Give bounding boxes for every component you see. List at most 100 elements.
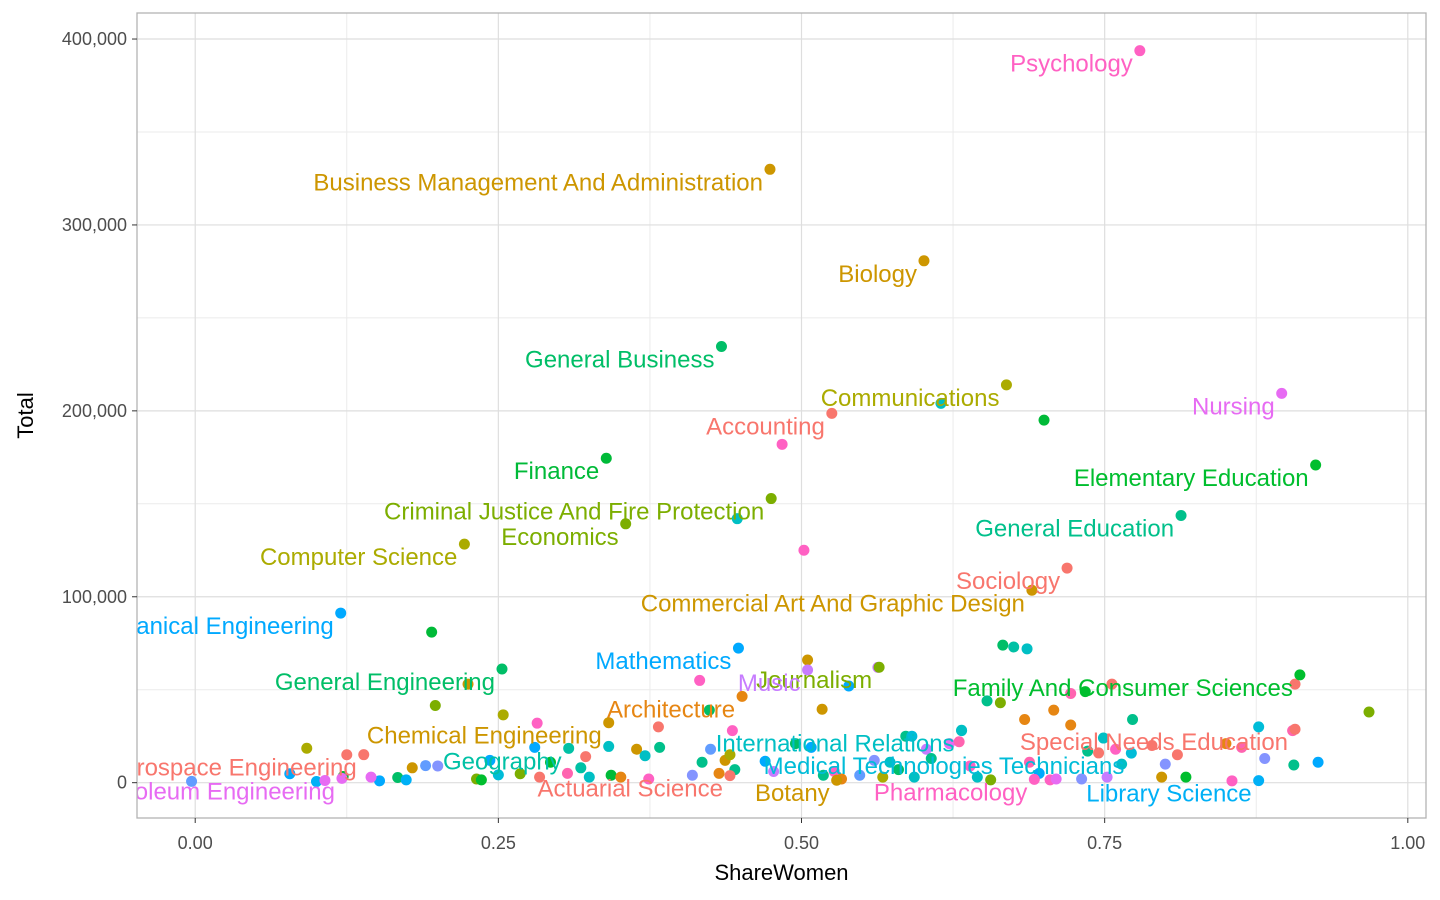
- point-label: Sociology: [956, 568, 1060, 595]
- data-point: [884, 756, 896, 768]
- x-axis-ticks: 0.00 0.25 0.50 0.75 1.00: [178, 818, 1425, 853]
- data-point: [1019, 713, 1031, 725]
- data-point: [1101, 771, 1113, 783]
- data-point: [920, 743, 932, 755]
- data-point: [696, 756, 708, 768]
- data-point: [906, 730, 918, 742]
- data-point: [1289, 678, 1301, 690]
- data-point: [1312, 756, 1324, 768]
- data-point: [429, 700, 441, 712]
- data-point: [341, 749, 353, 761]
- data-point: [1097, 732, 1109, 744]
- point-label: Nursing: [1192, 393, 1275, 420]
- point-label: General Education: [975, 515, 1174, 542]
- data-point: [1050, 773, 1062, 785]
- data-point: [877, 771, 889, 783]
- data-point: [925, 753, 937, 765]
- data-point: [1363, 706, 1375, 718]
- point-label: Music: [738, 670, 801, 697]
- data-point: [654, 741, 666, 753]
- data-point-labeled: [563, 742, 575, 754]
- data-point: [776, 438, 788, 450]
- data-point: [534, 771, 546, 783]
- point-label: Mathematics: [595, 648, 731, 675]
- data-point: [694, 674, 706, 686]
- data-point: [1116, 758, 1128, 770]
- data-point-labeled: [831, 774, 843, 786]
- data-point: [816, 703, 828, 715]
- data-point: [392, 771, 404, 783]
- data-point: [768, 766, 780, 778]
- data-point: [462, 678, 474, 690]
- data-point-labeled: [765, 493, 777, 505]
- data-point-labeled: [1125, 747, 1137, 759]
- y-tick-label: 300,000: [62, 215, 127, 235]
- point-label: Family And Consumer Sciences: [953, 675, 1293, 702]
- data-point: [1220, 738, 1232, 750]
- data-point-labeled: [336, 772, 348, 784]
- data-point: [686, 769, 698, 781]
- data-point-labeled: [1000, 379, 1012, 391]
- data-point-labeled: [1061, 562, 1073, 574]
- data-point: [1226, 775, 1238, 787]
- data-point-labeled: [918, 255, 930, 267]
- point-label: Criminal Justice And Fire Protection: [384, 499, 764, 526]
- data-point-labeled: [1294, 669, 1306, 681]
- data-point: [1021, 643, 1033, 655]
- point-label: Business Management And Administration: [313, 169, 763, 196]
- y-tick-label: 400,000: [62, 29, 127, 49]
- data-point: [798, 544, 810, 556]
- data-point: [726, 725, 738, 737]
- data-point: [406, 762, 418, 774]
- data-point: [319, 774, 331, 786]
- plot-border: [136, 12, 1427, 819]
- data-point-labeled: [603, 717, 615, 729]
- data-point-labeled: [1276, 387, 1288, 399]
- data-point: [1110, 743, 1122, 755]
- point-label: International Relations: [716, 730, 955, 757]
- data-point: [374, 775, 386, 787]
- data-point: [1038, 414, 1050, 426]
- data-point-labeled: [458, 538, 470, 550]
- data-point: [1079, 686, 1091, 698]
- data-point-labeled: [1310, 459, 1322, 471]
- minor-gridlines: [137, 13, 1426, 818]
- data-point: [724, 749, 736, 761]
- data-point: [310, 776, 322, 788]
- data-point: [605, 769, 617, 781]
- data-point-labeled: [873, 661, 885, 673]
- point-label: Actuarial Science: [538, 776, 723, 803]
- data-point: [514, 768, 526, 780]
- data-point: [802, 654, 814, 666]
- data-point: [1127, 713, 1139, 725]
- data-point: [652, 721, 664, 733]
- data-point: [561, 767, 573, 779]
- y-axis-title: Total: [13, 392, 38, 438]
- point-label: Mechanical Engineering: [78, 613, 334, 640]
- point-label: Communications: [821, 385, 1000, 412]
- data-point: [497, 709, 509, 721]
- data-point-labeled: [1289, 723, 1301, 735]
- data-point-labeled: [956, 724, 968, 736]
- data-point: [575, 762, 587, 774]
- data-point: [1076, 773, 1088, 785]
- point-label: Psychology: [1010, 51, 1133, 78]
- data-point: [1180, 771, 1192, 783]
- data-point: [631, 743, 643, 755]
- data-point-labeled: [724, 770, 736, 782]
- data-point-labeled: [620, 518, 632, 530]
- data-point: [854, 769, 866, 781]
- point-label: Computer Science: [260, 544, 457, 571]
- x-tick-label: 0.75: [1087, 833, 1122, 853]
- point-label: Journalism: [756, 667, 872, 694]
- data-point: [186, 775, 198, 787]
- point-label: Accounting: [706, 413, 825, 440]
- data-point: [639, 750, 651, 762]
- data-point: [971, 771, 983, 783]
- data-point: [817, 769, 829, 781]
- point-label: Geography: [443, 748, 562, 775]
- data-point: [705, 743, 717, 755]
- point-label: General Engineering: [275, 669, 495, 696]
- data-point-labeled: [335, 607, 347, 619]
- plot-panel: [137, 13, 1426, 818]
